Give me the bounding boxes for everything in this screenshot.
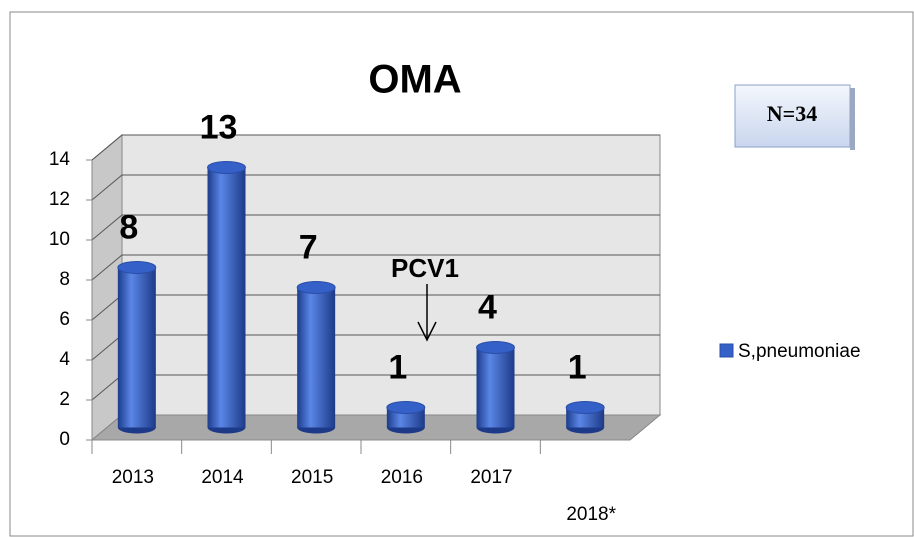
y-tick-label: 0	[59, 429, 70, 450]
x-tick-label: 2017	[470, 467, 512, 488]
x-tick-label: 2013	[112, 467, 154, 488]
bar-top	[207, 161, 246, 174]
bar-top	[117, 261, 157, 274]
arrow-head	[417, 321, 437, 342]
grid-line	[91, 254, 660, 281]
bar-top	[296, 281, 336, 294]
grid-line	[91, 174, 660, 201]
bar	[297, 287, 336, 428]
x-tick-label: 2018*	[566, 504, 616, 525]
y-tick-label: 2	[59, 389, 70, 410]
box-shadow	[850, 88, 855, 150]
bar	[117, 267, 156, 428]
y-tick-label: 4	[59, 349, 70, 370]
legend-label: S,pneumoniae	[738, 341, 861, 362]
bar-top	[565, 401, 605, 414]
bar-top	[476, 341, 515, 354]
x-tick-label: 2014	[201, 467, 244, 488]
legend-swatch	[719, 343, 734, 358]
data-label: 1	[568, 348, 587, 386]
annotation-box	[734, 84, 851, 148]
chart-title: OMA	[368, 58, 461, 102]
data-label: 7	[299, 228, 318, 266]
y-tick-label: 10	[49, 229, 70, 250]
data-label: 4	[478, 288, 497, 326]
y-tick-label: 6	[59, 309, 70, 330]
annotation: N=34	[767, 101, 817, 126]
bar-top	[386, 401, 426, 414]
data-label: 8	[119, 208, 138, 246]
y-tick-label: 12	[49, 189, 70, 210]
x-tick-label: 2015	[291, 467, 333, 488]
x-tick-label: 2016	[381, 467, 423, 488]
data-label: 1	[388, 348, 407, 386]
y-tick-label: 8	[59, 269, 70, 290]
bar	[207, 167, 246, 428]
grid-line	[91, 134, 660, 161]
bar	[476, 347, 515, 428]
annotation: PCV1	[391, 253, 459, 283]
y-tick-label: 14	[49, 149, 71, 170]
data-label: 13	[200, 108, 238, 146]
side-wall	[91, 133, 123, 442]
grid-line	[91, 214, 660, 241]
